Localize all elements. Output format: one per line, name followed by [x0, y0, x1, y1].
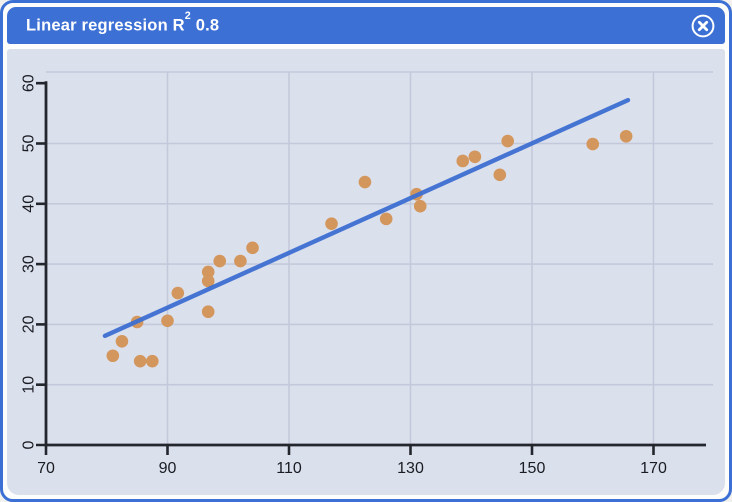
data-point	[501, 134, 514, 148]
data-point	[115, 334, 129, 348]
data-point	[106, 349, 120, 363]
title-rsquared-value: 0.8	[190, 16, 220, 35]
y-tick-label: 30	[21, 255, 38, 273]
x-tick-label: 150	[519, 460, 546, 477]
close-icon	[691, 14, 715, 37]
data-point	[468, 150, 482, 164]
x-tick-label: 130	[397, 460, 424, 477]
data-point	[201, 265, 215, 279]
data-point	[201, 305, 215, 319]
data-point	[325, 217, 338, 230]
x-tick-label: 110	[276, 460, 302, 477]
y-tick-label: 40	[21, 195, 38, 213]
regression-line	[102, 97, 631, 339]
data-point	[213, 254, 227, 268]
close-button[interactable]	[691, 14, 715, 38]
y-tick-label: 20	[21, 315, 38, 333]
data-point	[413, 199, 427, 213]
data-point	[234, 254, 247, 268]
x-tick-label: 70	[37, 460, 55, 477]
titlebar: Linear regression R2 0.8	[7, 7, 725, 44]
y-tick-label: 0	[21, 440, 38, 449]
window-title: Linear regression R2 0.8	[26, 10, 691, 36]
data-point	[456, 154, 470, 168]
x-tick-label: 170	[640, 460, 667, 477]
data-point	[586, 137, 600, 151]
scatter-chart: 70 90 110 130 150 170 0 10 20 30 40 50 60	[21, 71, 713, 477]
chart-panel: 70 90 110 130 150 170 0 10 20 30 40 50 60	[7, 49, 725, 495]
y-tick-label: 50	[21, 135, 38, 153]
data-point	[161, 314, 174, 328]
title-text: Linear regression R	[26, 16, 185, 35]
title-superscript: 2	[184, 10, 191, 23]
y-tick-label: 10	[21, 376, 38, 394]
data-point	[246, 241, 259, 255]
data-point	[358, 175, 372, 189]
data-point	[133, 354, 147, 368]
data-point	[146, 354, 159, 368]
data-point	[379, 212, 393, 226]
data-point	[619, 129, 633, 143]
data-point	[201, 274, 215, 288]
x-tick-label: 90	[159, 460, 177, 477]
data-point	[493, 168, 507, 182]
y-tick-label: 60	[21, 74, 38, 92]
data-point	[171, 286, 185, 300]
